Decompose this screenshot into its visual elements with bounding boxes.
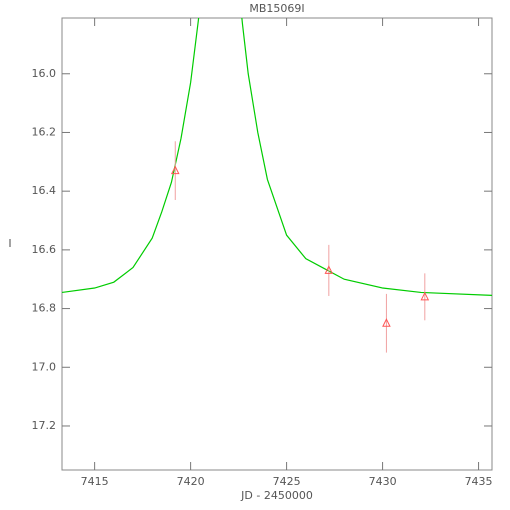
x-tick-label: 7420 xyxy=(177,475,205,488)
data-point xyxy=(420,291,430,301)
x-tick-label: 7425 xyxy=(273,475,301,488)
y-tick-label: 17.2 xyxy=(32,419,57,432)
x-tick-label: 7435 xyxy=(465,475,493,488)
model-curve xyxy=(62,18,492,296)
data-point xyxy=(170,165,180,175)
x-tick-label: 7430 xyxy=(369,475,397,488)
data-point xyxy=(324,265,334,274)
plot-area xyxy=(62,18,492,353)
y-tick-label: 16.0 xyxy=(32,67,57,80)
y-tick-label: 16.8 xyxy=(32,302,57,315)
y-tick-label: 16.6 xyxy=(32,243,57,256)
y-tick-label: 17.0 xyxy=(32,360,57,373)
y-tick-label: 16.4 xyxy=(32,184,57,197)
plot-frame xyxy=(61,17,493,471)
data-point xyxy=(382,318,391,327)
x-axis-label: JD - 2450000 xyxy=(240,489,313,502)
y-tick-label: 16.2 xyxy=(32,125,57,138)
y-axis-label: I xyxy=(8,237,11,250)
chart-title: MB15069I xyxy=(249,2,304,15)
x-tick-label: 7415 xyxy=(81,475,109,488)
